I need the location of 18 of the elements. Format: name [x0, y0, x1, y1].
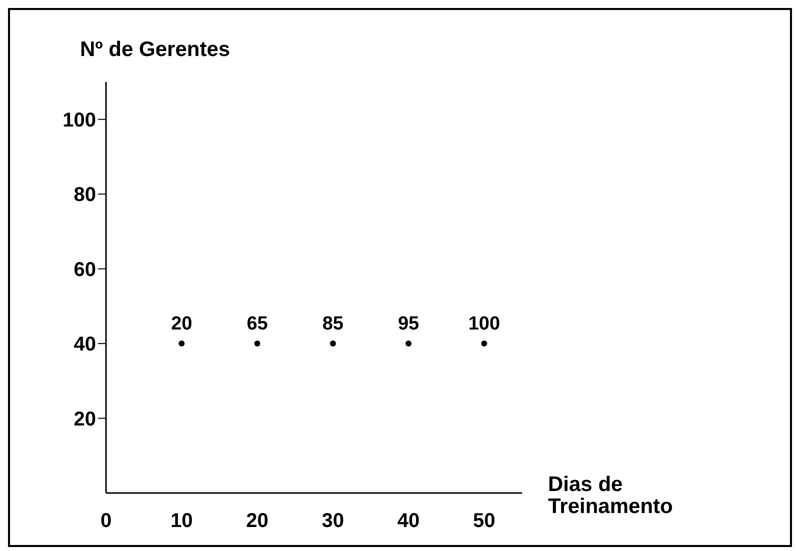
annotation: 20	[171, 314, 192, 335]
y-tick-label: 20	[74, 408, 96, 430]
annotation: 95	[398, 314, 420, 335]
x-tick-label: 20	[246, 510, 268, 532]
x-tick-label: 40	[397, 510, 420, 532]
x-axis-title: Dias de Treinamento	[548, 473, 674, 518]
y-tick-label: 100	[62, 109, 96, 132]
y-tick-label: 40	[74, 334, 96, 356]
y-axis-title: Nº de Gerentes	[80, 38, 230, 62]
y-tick-label: 60	[74, 258, 96, 281]
x-tick-label: 10	[170, 510, 193, 532]
annotation: 100	[468, 314, 500, 335]
x-tick-label: 30	[322, 510, 344, 532]
x-tick-label: 50	[473, 510, 496, 532]
annotation: 85	[322, 314, 344, 335]
y-tick-label: 80	[74, 184, 96, 206]
x-tick-label: 0	[100, 510, 112, 532]
annotation: 65	[246, 314, 268, 335]
